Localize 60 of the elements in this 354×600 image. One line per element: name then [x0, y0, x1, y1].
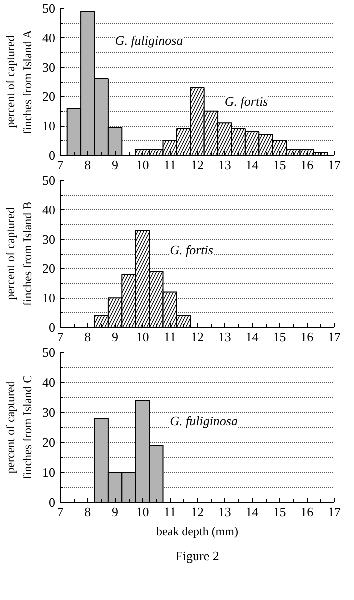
- y-tick-label: 30: [42, 405, 56, 420]
- y-tick-label: 10: [42, 290, 56, 306]
- y-axis-title: percent of captured finches from Island A: [4, 30, 34, 134]
- y-tick-label: 0: [49, 320, 56, 335]
- y-tick-label: 0: [49, 148, 56, 163]
- x-tick-label: 16: [300, 330, 314, 344]
- x-tick-label: 7: [57, 158, 64, 172]
- y-tick-label: 30: [42, 232, 56, 247]
- series-label: G. fortis: [170, 242, 214, 258]
- y-tick-label: 0: [49, 495, 56, 510]
- series-label: G. fuliginosa: [170, 413, 238, 428]
- y-tick-label: 40: [42, 30, 56, 46]
- x-tick-label: 7: [57, 330, 64, 344]
- x-axis-title: beak depth (mm): [156, 524, 238, 538]
- x-tick-label: 16: [300, 158, 314, 172]
- y-tick-label: 20: [42, 435, 56, 450]
- x-tick-label: 17: [328, 504, 342, 520]
- y-tick-label: 10: [42, 118, 56, 134]
- x-tick-label: 9: [112, 504, 119, 520]
- series-label: G. fortis: [224, 94, 268, 109]
- x-tick-label: 16: [300, 504, 314, 520]
- y-tick-label: 30: [42, 60, 56, 75]
- x-tick-label: 15: [273, 504, 286, 520]
- x-tick-label: 15: [273, 158, 286, 172]
- x-tick-label: 13: [218, 504, 232, 520]
- y-tick-label: 50: [42, 1, 56, 16]
- x-tick-label: 8: [84, 330, 92, 344]
- x-tick-label: 14: [246, 330, 260, 344]
- x-tick-label: 7: [57, 504, 64, 520]
- x-tick-label: 12: [191, 504, 204, 520]
- x-tick-label: 13: [218, 330, 232, 344]
- y-tick-label: 50: [42, 173, 56, 188]
- x-tick-label: 10: [136, 158, 150, 172]
- x-tick-label: 10: [136, 330, 150, 344]
- y-tick-label: 40: [42, 375, 56, 390]
- y-tick-label: 20: [42, 261, 56, 276]
- y-axis-title: percent of captured finches from Island B: [4, 202, 34, 306]
- y-tick-label: 20: [42, 89, 56, 104]
- series-label: G. fuliginosa: [115, 32, 184, 48]
- x-tick-label: 12: [191, 158, 204, 172]
- x-tick-label: 14: [246, 504, 260, 520]
- x-tick-label: 17: [328, 330, 342, 344]
- y-tick-label: 50: [42, 345, 56, 360]
- x-tick-label: 11: [164, 504, 176, 520]
- x-tick-label: 10: [136, 504, 150, 520]
- x-tick-label: 12: [191, 330, 204, 344]
- x-tick-label: 11: [164, 158, 176, 172]
- x-tick-label: 14: [246, 158, 260, 172]
- y-tick-label: 40: [42, 202, 56, 218]
- y-axis-title: percent of captured finches from Island C: [4, 375, 34, 480]
- x-tick-label: 13: [218, 158, 232, 172]
- caption: Figure 2: [176, 548, 220, 564]
- x-tick-label: 9: [112, 330, 119, 344]
- x-tick-label: 9: [112, 158, 119, 172]
- x-tick-label: 17: [328, 158, 342, 172]
- y-tick-label: 10: [42, 465, 56, 480]
- x-tick-label: 15: [273, 330, 286, 344]
- x-tick-label: 11: [164, 330, 176, 344]
- x-tick-label: 8: [84, 504, 92, 520]
- x-tick-label: 8: [84, 158, 92, 172]
